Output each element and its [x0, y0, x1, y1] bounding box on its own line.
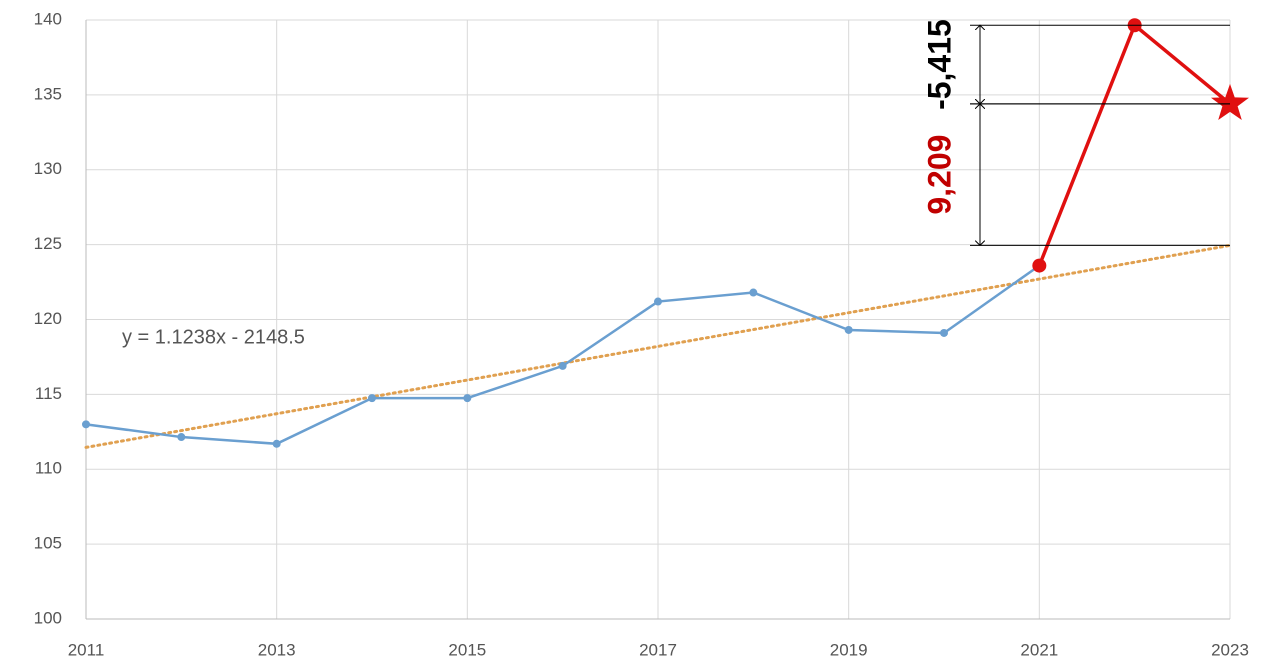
point [558, 361, 567, 370]
point [368, 394, 376, 403]
x-tick-label: 2021 [1020, 640, 1058, 659]
point [654, 297, 662, 306]
y-tick-label: 125 [34, 234, 62, 253]
y-tick-label: 105 [34, 534, 62, 553]
point [82, 420, 90, 429]
y-tick-label: 140 [34, 9, 62, 28]
point [940, 328, 948, 337]
x-tick-label: 2023 [1211, 640, 1249, 659]
x-tick-label: 2011 [68, 640, 105, 659]
point [844, 325, 853, 334]
y-tick-label: 120 [34, 309, 62, 328]
y-tick-label: 130 [34, 159, 62, 178]
x-tick-label: 2015 [448, 640, 486, 659]
x-tick-label: 2017 [639, 640, 677, 659]
point [1032, 258, 1047, 273]
point [749, 288, 758, 297]
annotation-label: -5,415 [921, 19, 957, 110]
series-line [1037, 22, 1232, 267]
x-tick-label: 2019 [830, 640, 868, 659]
point [272, 439, 281, 448]
y-tick-label: 100 [34, 608, 62, 627]
point [177, 433, 186, 442]
y-tick-label: 135 [34, 84, 62, 103]
point [463, 394, 472, 403]
x-tick-label: 2013 [258, 640, 296, 659]
y-tick-label: 115 [35, 384, 62, 403]
annotation-label: 9,209 [921, 135, 957, 215]
y-tick-label: 110 [35, 459, 62, 478]
series-line [85, 264, 1041, 446]
star-marker [1211, 83, 1249, 120]
trendline-label: y = 1.1238x - 2148.5 [122, 326, 305, 348]
trendline [84, 243, 1232, 449]
